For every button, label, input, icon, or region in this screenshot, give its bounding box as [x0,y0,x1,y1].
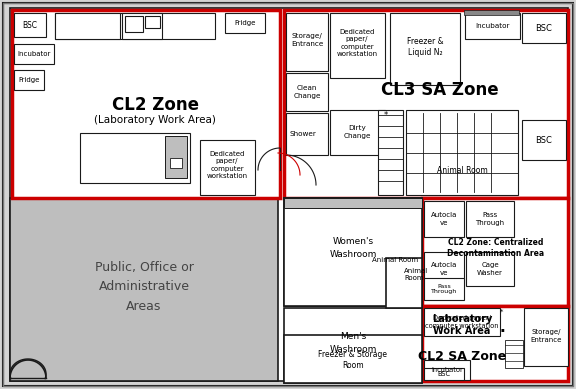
Bar [145,16,160,28]
Bar [55,13,215,39]
Text: Fridge: Fridge [234,20,256,26]
Bar [522,120,566,160]
Bar [424,308,500,336]
Text: Pass
Through: Pass Through [475,212,505,226]
Bar [330,13,385,78]
Bar [466,201,514,237]
Text: Freezer &
Liquid N₂: Freezer & Liquid N₂ [407,37,444,57]
Bar [422,198,568,306]
Bar [284,198,422,208]
Bar [424,252,464,286]
Text: CL3 SA Zone: CL3 SA Zone [381,81,499,99]
Text: (Laboratory Work Area): (Laboratory Work Area) [94,115,216,125]
Bar [386,258,422,308]
Text: BSC: BSC [536,23,552,33]
Bar [524,308,568,366]
Bar [284,198,422,306]
Bar [10,198,278,381]
Text: Storage/
Entrance: Storage/ Entrance [530,329,562,343]
Bar [522,13,566,43]
Bar [170,158,182,168]
Bar [424,360,470,380]
Text: Clean
Change: Clean Change [293,85,321,99]
Bar [286,73,328,111]
Text: Animal
Room: Animal Room [404,268,428,282]
Text: BSC: BSC [22,21,37,30]
Bar [225,13,265,33]
Bar [286,113,328,155]
Bar [284,10,568,198]
Text: Animal Room: Animal Room [372,257,418,263]
Text: BSC: BSC [536,135,552,144]
Text: *: * [384,110,388,119]
Text: Public, Office or
Administrative
Areas: Public, Office or Administrative Areas [94,261,194,314]
Text: Fridge: Fridge [18,77,40,83]
Bar [424,201,464,237]
Bar [390,13,460,85]
Text: *: * [501,309,503,315]
Bar [424,278,464,300]
Text: Storage/
Entrance: Storage/ Entrance [291,33,323,47]
Text: CL2 Zone: Centralized
Decontamination Area: CL2 Zone: Centralized Decontamination Ar… [448,238,544,258]
Text: Dirty
Change: Dirty Change [343,125,371,139]
Text: Cage
Washer: Cage Washer [477,262,503,276]
Text: CL2 SA Zone: CL2 SA Zone [418,350,506,363]
Text: Dedicated paper/
computer workstation: Dedicated paper/ computer workstation [425,315,499,329]
Text: Incubator: Incubator [431,367,463,373]
Text: Incubator: Incubator [17,51,51,57]
Bar [422,306,568,381]
Text: Autocla
ve: Autocla ve [431,262,457,276]
Text: Dedicated
paper/
computer
workstation: Dedicated paper/ computer workstation [206,151,248,179]
Bar [424,368,464,380]
Bar [284,308,422,383]
Bar [284,198,422,306]
Bar [14,13,46,37]
Text: Women's
Washroom: Women's Washroom [329,237,377,259]
Text: Shower: Shower [290,131,316,137]
Text: Men's
Washroom: Men's Washroom [329,333,377,354]
Bar [465,13,520,39]
Text: Dedicated
paper/
computer
workstation: Dedicated paper/ computer workstation [336,29,377,57]
Bar [200,140,255,195]
Bar [80,133,190,183]
Bar [55,13,120,39]
Bar [284,198,422,306]
Text: Freezer & Storage
Room: Freezer & Storage Room [319,350,388,370]
Text: Laboratory
Work Area: Laboratory Work Area [432,314,492,336]
Text: Animal Room: Animal Room [437,165,487,175]
Bar [466,252,514,286]
Bar [284,335,422,383]
Text: BSC: BSC [437,371,450,377]
Text: Autocla
ve: Autocla ve [431,212,457,226]
Bar [165,136,187,178]
Bar [330,110,385,155]
Bar [12,10,280,198]
Bar [505,340,523,368]
Bar [406,110,518,195]
Text: Pass
Through: Pass Through [431,284,457,294]
Bar [286,13,328,71]
Text: CL2 Zone: CL2 Zone [112,96,199,114]
Bar [14,70,44,90]
Bar [378,110,403,195]
Bar [122,13,162,39]
Text: ▪: ▪ [500,328,504,333]
Text: Incubator: Incubator [475,23,509,29]
Bar [125,16,143,32]
Bar [14,44,54,64]
Bar [464,10,519,15]
